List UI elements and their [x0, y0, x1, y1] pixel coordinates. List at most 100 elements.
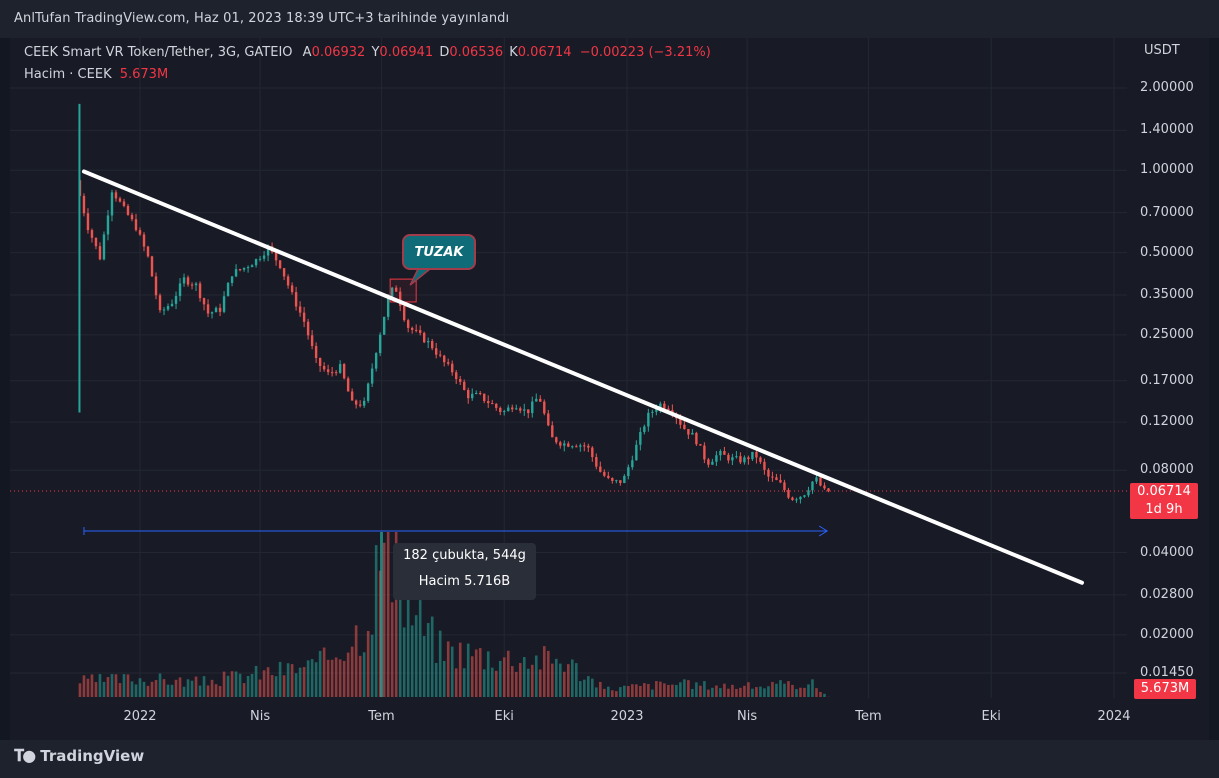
- candle-body: [390, 287, 394, 297]
- volume-bar: [731, 684, 734, 697]
- candle-body: [559, 442, 562, 446]
- price-tick-label: 0.70000: [1140, 204, 1194, 220]
- candle-body: [166, 306, 170, 310]
- volume-bar: [534, 655, 538, 697]
- tradingview-mark-icon: 𝐓●: [14, 746, 36, 765]
- candle-body: [599, 466, 602, 472]
- volume-value: 5.673M: [119, 67, 169, 82]
- close-label: K: [509, 45, 518, 60]
- volume-bar: [82, 675, 86, 697]
- candle-body: [222, 296, 226, 312]
- volume-bar: [695, 682, 698, 697]
- candle-body: [647, 412, 650, 427]
- candle-body: [719, 451, 722, 456]
- candle-body: [527, 409, 530, 414]
- volume-bar: [490, 667, 494, 697]
- volume-bar: [254, 665, 258, 697]
- volume-bar: [138, 678, 142, 697]
- candle-body: [627, 467, 630, 477]
- price-tick-label: 0.50000: [1140, 244, 1194, 260]
- volume-bar: [402, 627, 406, 697]
- volume-bar: [458, 642, 462, 697]
- volume-bar: [470, 656, 474, 697]
- volume-bar: [146, 685, 150, 697]
- volume-bar: [198, 685, 202, 697]
- volume-bar: [494, 670, 498, 697]
- candle-body: [142, 234, 146, 247]
- time-tick-label: Eki: [981, 709, 1001, 724]
- candle-body: [362, 400, 366, 406]
- open-value: 0.06932: [311, 45, 366, 60]
- candles: [78, 103, 830, 504]
- candle-body: [795, 499, 798, 501]
- candle-body: [479, 393, 482, 395]
- volume-bar: [687, 680, 690, 697]
- candle-body: [226, 282, 230, 297]
- volume-bar: [370, 634, 374, 697]
- candle-body: [571, 446, 574, 448]
- candle-body: [659, 403, 662, 410]
- current-price-value: 0.06714: [1137, 484, 1191, 499]
- volume-bar: [94, 682, 98, 697]
- time-tick-label: Nis: [250, 709, 271, 724]
- candle-body: [759, 457, 762, 462]
- volume-bar: [659, 681, 662, 697]
- price-tick-label: 0.17000: [1140, 372, 1194, 388]
- price-tick-label: 0.02000: [1140, 626, 1194, 642]
- candle-body: [310, 335, 314, 347]
- volume-bar: [775, 683, 778, 697]
- volume-bar: [518, 663, 522, 697]
- candle-body: [218, 307, 222, 312]
- tradingview-logo[interactable]: 𝐓● TradingView: [14, 746, 144, 766]
- volume-bar: [675, 684, 678, 697]
- volume-bar: [562, 671, 566, 697]
- volume-bar: [771, 681, 774, 697]
- footer-bar: [0, 740, 1219, 778]
- publish-text: AnlTufan TradingView.com, Haz 01, 2023 1…: [14, 11, 510, 26]
- candle-body: [254, 259, 258, 266]
- volume-bar: [482, 669, 486, 697]
- volume-bar: [306, 660, 310, 697]
- price-tick-label: 0.35000: [1140, 286, 1194, 302]
- candle-body: [94, 237, 98, 247]
- volume-bar: [751, 688, 754, 697]
- candle-body: [410, 327, 414, 330]
- symbol-name: CEEK Smart VR Token/Tether, 3G, GATEIO: [24, 45, 293, 60]
- volume-bar: [226, 675, 230, 697]
- volume-bar: [186, 679, 190, 697]
- candle-body: [202, 298, 206, 305]
- candle-body: [715, 455, 718, 462]
- candle-body: [134, 219, 138, 231]
- candle-body: [799, 496, 802, 500]
- candle-body: [723, 451, 726, 455]
- candle-body: [266, 246, 270, 256]
- volume-bar: [450, 646, 454, 697]
- time-tick-label: 2022: [123, 709, 157, 724]
- volume-bar: [623, 685, 626, 697]
- time-tick-label: 2024: [1097, 709, 1131, 724]
- candle-body: [511, 407, 514, 410]
- symbol-legend[interactable]: CEEK Smart VR Token/Tether, 3G, GATEIO A…: [24, 45, 711, 60]
- volume-bar: [170, 684, 174, 697]
- candle-body: [262, 255, 266, 259]
- candle-body: [503, 411, 506, 413]
- volume-bar: [635, 684, 638, 697]
- currency-label[interactable]: USDT: [1144, 43, 1180, 58]
- tuzak-callout[interactable]: TUZAK: [402, 234, 476, 270]
- volume-bar: [639, 685, 642, 697]
- volume-bar: [619, 687, 622, 697]
- candle-body: [118, 198, 122, 202]
- candle-body: [787, 489, 790, 498]
- candle-body: [631, 460, 634, 468]
- volume-bar: [691, 688, 694, 697]
- volume-bar: [238, 673, 242, 697]
- candle-body: [182, 277, 186, 284]
- volume-legend[interactable]: Hacim · CEEK 5.673M: [24, 67, 168, 82]
- candle-body: [487, 401, 490, 404]
- volume-bar: [266, 667, 270, 697]
- candle-body: [150, 256, 154, 277]
- volume-bar: [554, 658, 558, 697]
- candle-body: [398, 291, 402, 306]
- volume-bar: [631, 684, 634, 697]
